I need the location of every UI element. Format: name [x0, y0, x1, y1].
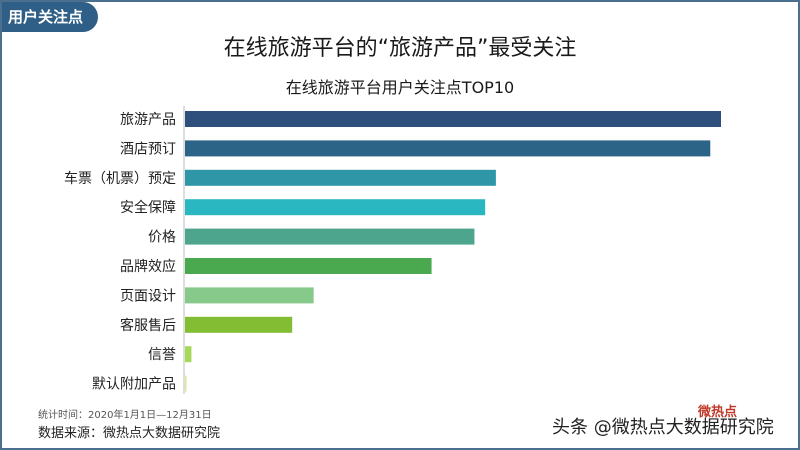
category-label: 酒店预订	[120, 141, 176, 157]
bar-1	[185, 111, 721, 127]
bar-4	[185, 199, 486, 216]
category-label: 价格	[148, 230, 176, 246]
watermark-logo: 微热点	[698, 405, 738, 420]
category-label: 信誉	[148, 347, 176, 363]
category-label: 车票（机票）预定	[64, 170, 176, 187]
bar-7	[185, 287, 314, 304]
bar-9	[185, 346, 192, 363]
data-source: 数据来源：微热点大数据研究院	[38, 426, 221, 441]
category-label: 安全保障	[120, 199, 176, 216]
category-label: 旅游产品	[120, 112, 176, 128]
chart-subtitle: 在线旅游平台用户关注点TOP10	[285, 78, 515, 97]
category-label: 默认附加产品	[92, 377, 176, 393]
bar-6	[185, 258, 432, 274]
section-tag: 用户关注点	[2, 2, 98, 32]
watermark-text: 头条 @微热点大数据研究院	[552, 417, 774, 438]
bar-8	[185, 316, 293, 333]
stat-period: 统计时间：2020年1月1日—12月31日	[38, 410, 212, 421]
bar-3	[185, 169, 496, 186]
bar-2	[185, 140, 711, 157]
category-label: 客服售后	[120, 317, 176, 334]
page-title: 在线旅游平台的“旅游产品”最受关注	[223, 36, 577, 61]
bar-10	[185, 375, 187, 392]
category-label: 品牌效应	[120, 258, 176, 275]
bar-5	[185, 228, 475, 245]
category-label: 页面设计	[120, 288, 176, 304]
